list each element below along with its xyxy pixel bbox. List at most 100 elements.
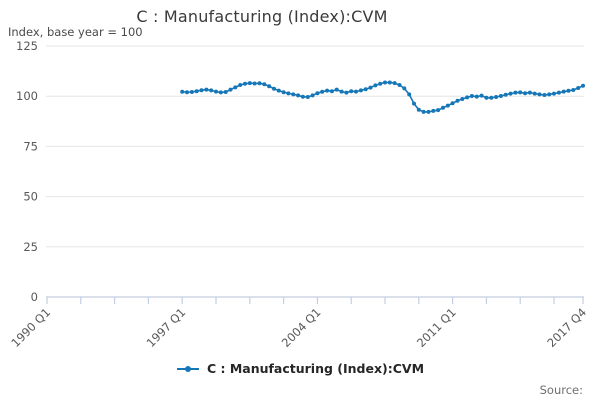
source-label: Source: [539,383,583,397]
data-point-marker [450,101,455,106]
data-point-marker [228,87,233,92]
data-point-marker [363,87,368,92]
y-tick-label-0: 0 [31,290,38,304]
data-point-marker [474,94,479,99]
data-point-marker [349,89,354,94]
data-point-marker [214,89,218,94]
data-point-marker [465,95,470,100]
data-point-marker [223,90,228,94]
data-point-marker [441,105,445,110]
data-point-marker [315,91,320,96]
data-point-marker [523,91,528,96]
data-point-marker [358,88,363,93]
series-line [181,81,584,113]
data-point-marker [489,95,494,100]
y-axis-title: Index, base year = 100 [8,25,143,39]
data-point-marker [542,93,547,97]
data-point-marker [344,90,349,95]
data-point-marker [387,80,392,85]
x-tick-label: 1997 Q1 [144,305,189,350]
data-point-marker [532,91,537,96]
data-point-marker [556,90,561,95]
data-point-marker [310,93,315,98]
data-point-marker [305,95,310,99]
data-point-marker [378,81,383,86]
data-point-marker [325,88,330,93]
data-point-marker [247,81,252,86]
data-point-marker [286,91,291,96]
data-point-marker [334,87,339,92]
data-point-marker [189,90,194,94]
data-point-marker [354,89,358,94]
data-point-marker [455,98,460,103]
data-point-marker [267,84,272,89]
data-point-marker [469,94,474,98]
data-point-marker [498,94,503,98]
data-point-marker [552,91,556,96]
y-tick-label-25: 25 [23,240,38,254]
data-point-marker [194,89,199,94]
data-point-marker [412,101,416,106]
x-tick-label: 2011 Q1 [414,305,459,350]
data-point-marker [484,95,489,100]
data-point-marker [407,92,412,97]
line-chart-plot: 0 25 50 75 100 125 1990 Q1 1997 Q1 2004 Q1 2011 Q… [8,39,589,350]
data-point-marker [402,86,407,91]
data-point-marker [329,89,334,94]
data-point-marker [300,94,305,99]
data-point-marker [518,90,523,95]
data-point-marker [199,88,204,93]
data-point-marker [561,89,566,94]
data-point-marker [421,109,426,114]
y-tick-label-100: 100 [16,89,38,103]
data-point-marker [445,103,450,108]
data-point-marker [180,89,185,94]
data-point-marker [383,80,387,85]
y-tick-label-50: 50 [23,190,38,204]
x-tick-label: 1990 Q1 [8,305,53,350]
data-point-marker [218,90,223,95]
legend-series-label: C : Manufacturing (Index):CVM [206,361,425,376]
data-point-marker [243,81,247,86]
data-point-marker [281,90,286,95]
x-tick-label: 2004 Q1 [279,305,324,350]
data-point-marker [320,89,325,94]
data-point-marker [494,95,499,99]
data-point-marker [291,92,296,97]
data-point-marker [416,107,421,112]
data-point-marker [431,108,436,113]
data-point-marker [527,90,532,95]
data-point-marker [252,81,257,86]
data-point-marker [373,83,378,88]
data-point-marker [204,87,209,92]
chart-title: C : Manufacturing (Index):CVM [136,7,388,26]
data-point-marker [479,93,484,98]
data-point-marker [262,82,267,87]
data-point-marker [581,83,585,88]
data-point-marker [185,90,189,95]
chart-legend: C : Manufacturing (Index):CVM [0,361,600,376]
data-point-marker [238,83,243,87]
data-point-marker [537,92,542,97]
data-point-marker [272,86,276,91]
data-point-marker [257,81,262,86]
data-point-marker [508,91,513,96]
data-point-marker [233,85,238,90]
legend-line-marker-icon [176,365,199,372]
data-point-marker [566,88,571,93]
data-point-marker [547,92,552,97]
data-point-marker [503,92,508,97]
data-point-marker [576,86,581,90]
data-point-marker [392,81,397,86]
data-point-marker [276,88,281,93]
data-point-marker [513,90,518,95]
y-tick-label-75: 75 [23,139,38,153]
y-tick-label-125: 125 [16,39,38,53]
x-tick-label: 2017 Q4 [544,305,589,350]
data-point-marker [571,88,576,92]
data-point-marker [397,83,402,87]
data-point-marker [436,108,441,113]
data-point-marker [368,85,373,90]
data-point-marker [426,109,431,114]
data-point-marker [209,88,214,93]
